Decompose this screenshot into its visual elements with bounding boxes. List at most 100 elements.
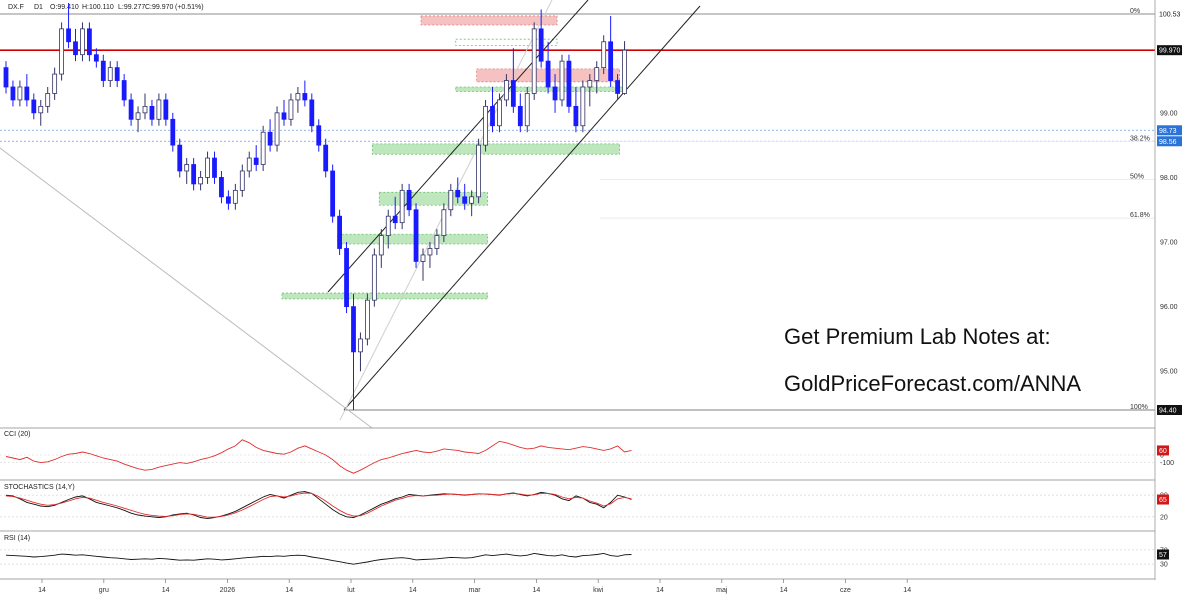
candle-bullish <box>385 215 391 236</box>
rsi-panel-label: RSI (14) <box>4 535 30 542</box>
header-high: H:100.110 <box>82 4 114 11</box>
candle-bullish <box>52 73 58 94</box>
panel-tick-label: -100 <box>1160 460 1174 467</box>
price-label-box <box>1157 405 1182 415</box>
indicator-line <box>5 492 632 518</box>
candle-bullish <box>198 177 204 185</box>
candle-bullish <box>448 189 454 211</box>
fib-label: 50% <box>1130 173 1144 180</box>
candle-bullish <box>531 28 537 94</box>
fib-label: 100% <box>1130 404 1148 411</box>
candle-bearish <box>177 144 183 172</box>
candle-bearish <box>615 80 620 94</box>
zone-support <box>337 233 488 245</box>
zone-support <box>281 292 488 300</box>
header-change: (+0.51%) <box>175 4 204 11</box>
candle-bearish <box>219 177 224 198</box>
candle-bearish <box>330 170 336 217</box>
candle-bearish <box>413 209 419 262</box>
candle-bullish <box>420 254 426 262</box>
candle-bullish <box>156 99 162 120</box>
candle-bearish <box>31 99 37 114</box>
indicator-line <box>5 491 632 520</box>
x-tick-label: 14 <box>285 587 293 594</box>
candle-bullish <box>107 67 113 81</box>
candle-bullish <box>434 235 440 249</box>
candle-bearish <box>24 86 30 101</box>
candle-bearish <box>538 28 544 62</box>
candle-bullish <box>38 105 44 114</box>
price-label-box <box>1157 45 1182 56</box>
candle-bearish <box>517 105 523 127</box>
candle-bearish <box>316 125 322 146</box>
candle-bearish <box>170 118 176 146</box>
candle-bearish <box>93 54 99 62</box>
channel-lower-line <box>343 5 701 411</box>
candle-bullish <box>580 86 586 127</box>
candle-bullish <box>17 86 23 101</box>
header-interval: D1 <box>34 4 43 11</box>
candle-bearish <box>163 99 169 120</box>
candle-bearish <box>462 196 468 204</box>
candle-bullish <box>232 189 238 204</box>
candles-layer <box>3 3 627 410</box>
price-tick-label: 99.00 <box>1160 110 1178 117</box>
indicator-value-badge <box>1157 445 1169 456</box>
candle-bearish <box>510 80 516 107</box>
indicator-value-badge <box>1157 494 1169 505</box>
candle-bearish <box>406 189 412 211</box>
candle-bullish <box>441 209 447 236</box>
candle-bearish <box>128 99 134 120</box>
candle-bearish <box>149 105 155 120</box>
fib-label: 61.8% <box>1130 212 1150 219</box>
price-label-text: 94.40 <box>1159 408 1177 415</box>
candle-bearish <box>225 196 231 204</box>
stoch-panel-label: STOCHASTICS (14,Y) <box>4 484 75 491</box>
promo-line-1: Get Premium Lab Notes at: <box>784 324 1051 349</box>
x-tick-label: 14 <box>903 587 911 594</box>
candle-bearish <box>337 215 343 249</box>
x-axis: 14 gru 14 2026 14 lut 14 mar 14 kwi 14 maj 14 cze 14 <box>38 579 911 594</box>
x-tick-label: 14 <box>780 587 788 594</box>
candle-bearish <box>344 248 349 308</box>
candle-bullish <box>427 248 433 256</box>
zone-support <box>371 143 621 155</box>
candle-bullish <box>587 80 593 88</box>
candle-bullish <box>358 338 363 353</box>
price-label-box <box>1157 125 1182 136</box>
price-label-text: 100.53 <box>1159 12 1181 19</box>
indicator-value-text: 60 <box>1159 448 1167 455</box>
header-low: L:99.277 <box>118 4 145 11</box>
x-tick-label: 14 <box>533 587 541 594</box>
price-tick-label: 95.00 <box>1160 369 1178 376</box>
candle-bullish <box>274 112 280 146</box>
candle-bearish <box>302 93 308 101</box>
candle-bearish <box>545 60 551 88</box>
candle-bearish <box>573 105 579 127</box>
candle-bullish <box>378 235 384 256</box>
fib-label: 38.2% <box>1130 135 1150 142</box>
panel-tick-label: 20 <box>1160 514 1168 521</box>
promo-line-2: GoldPriceForecast.com/ANNA <box>784 371 1081 396</box>
price-label: 99.970 <box>1157 45 1182 56</box>
candle-bearish <box>323 144 329 172</box>
candle-bearish <box>114 67 120 81</box>
candle-bullish <box>80 28 85 56</box>
candle-bearish <box>212 157 217 178</box>
candle-bearish <box>267 131 273 146</box>
zone-resistance <box>420 15 558 26</box>
x-tick-label: 14 <box>409 587 417 594</box>
indicator-line <box>5 439 632 474</box>
price-label-text: 99.970 <box>1159 48 1181 55</box>
indicator-value-text: 65 <box>1159 497 1167 504</box>
fib-labels: 0% 38.2% 50% 61.8% 100% <box>1130 8 1150 411</box>
price-label-box <box>1157 9 1182 19</box>
fib-label: 0% <box>1130 8 1140 15</box>
x-tick-label: gru <box>99 587 109 594</box>
header-open: O:99.410 <box>50 4 79 11</box>
candle-bearish <box>608 41 614 81</box>
zone-support-outline <box>455 38 558 47</box>
price-label: 98.73 <box>1157 125 1182 136</box>
candle-bullish <box>142 105 148 114</box>
